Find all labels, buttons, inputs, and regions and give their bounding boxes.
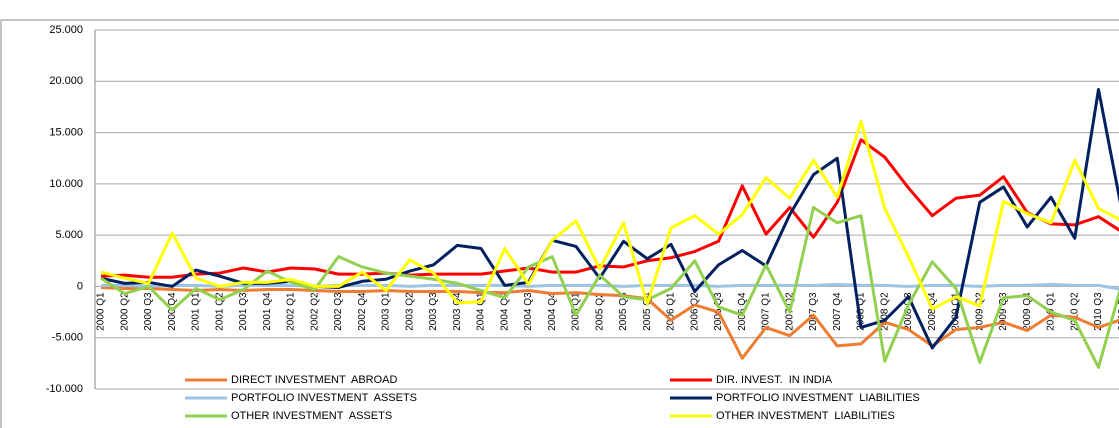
x-tick-label: 2003 Q2: [404, 292, 415, 331]
legend-label: PORTFOLIO INVESTMENT LIABILITIES: [716, 392, 920, 404]
x-tick-label: 2002 Q4: [357, 292, 368, 331]
x-tick-label: 2009 Q3: [998, 292, 1009, 331]
y-tick-label: 20.000: [49, 75, 83, 87]
x-tick-label: 2009 Q2: [974, 292, 985, 331]
y-tick-label: 25.000: [49, 24, 83, 36]
x-tick-label: 2002 Q1: [286, 292, 297, 331]
legend-label: PORTFOLIO INVESTMENT ASSETS: [231, 392, 417, 404]
x-tick-label: 2004 Q3: [523, 292, 534, 331]
x-tick-label: 2010 Q2: [1069, 292, 1080, 331]
x-tick-label: 2008 Q4: [927, 292, 938, 331]
x-tick-label: 2006 Q2: [689, 292, 700, 331]
x-tick-label: 2005 Q3: [618, 292, 629, 331]
x-tick-label: 2005 Q2: [594, 292, 605, 331]
series-line: [100, 205, 1119, 369]
x-tick-label: 2002 Q2: [309, 292, 320, 331]
y-tick-label: -5.000: [52, 332, 83, 344]
x-tick-label: 2001 Q2: [214, 292, 225, 331]
x-tick-label: 2007 Q1: [761, 292, 772, 331]
x-tick-label: 2002 Q3: [333, 292, 344, 331]
x-tick-label: 2004 Q4: [547, 292, 558, 331]
x-tick-label: 2010 Q4: [1117, 292, 1119, 331]
y-tick-label: -10.000: [46, 383, 83, 395]
y-tick-label: 0: [77, 280, 83, 292]
x-tick-label: 2001 Q3: [238, 292, 249, 331]
x-tick-label: 2001 Q1: [191, 292, 202, 331]
x-tick-label: 2007 Q3: [808, 292, 819, 331]
y-tick-label: 10.000: [49, 178, 83, 190]
x-tick-label: 2008 Q3: [903, 292, 914, 331]
x-tick-label: 2000 Q1: [96, 292, 107, 331]
series-line: [100, 285, 1119, 360]
x-tick-label: 2003 Q3: [428, 292, 439, 331]
x-tick-label: 2004 Q2: [499, 292, 510, 331]
legend-label: DIRECT INVESTMENT ABROAD: [231, 374, 398, 386]
x-tick-label: 2005 Q4: [642, 292, 653, 331]
series-line: [100, 119, 1119, 311]
y-tick-label: 15.000: [49, 126, 83, 138]
legend-label: OTHER INVESTMENT ASSETS: [231, 410, 392, 422]
x-tick-label: 2003 Q1: [381, 292, 392, 331]
x-tick-label: 2001 Q4: [262, 292, 273, 331]
x-tick-label: 2005 Q1: [571, 292, 582, 331]
x-tick-label: 2000 Q2: [119, 292, 130, 331]
x-tick-label: 2008 Q2: [879, 292, 890, 331]
y-tick-label: 5.000: [55, 229, 83, 241]
x-tick-label: 2003 Q4: [452, 292, 463, 331]
chart-frame: [0, 19, 1119, 428]
x-tick-label: 2009 Q4: [1022, 292, 1033, 331]
x-tick-label: 2007 Q4: [832, 292, 843, 331]
x-tick-label: 2000 Q3: [143, 292, 154, 331]
x-tick-label: 2006 Q1: [666, 292, 677, 331]
x-tick-label: 2010 Q3: [1093, 292, 1104, 331]
x-tick-label: 2004 Q1: [476, 292, 487, 331]
legend-label: DIR. INVEST. IN INDIA: [716, 374, 833, 386]
legend-label: OTHER INVESTMENT LIABILITIES: [716, 410, 895, 422]
x-tick-label: 2008 Q1: [856, 292, 867, 331]
